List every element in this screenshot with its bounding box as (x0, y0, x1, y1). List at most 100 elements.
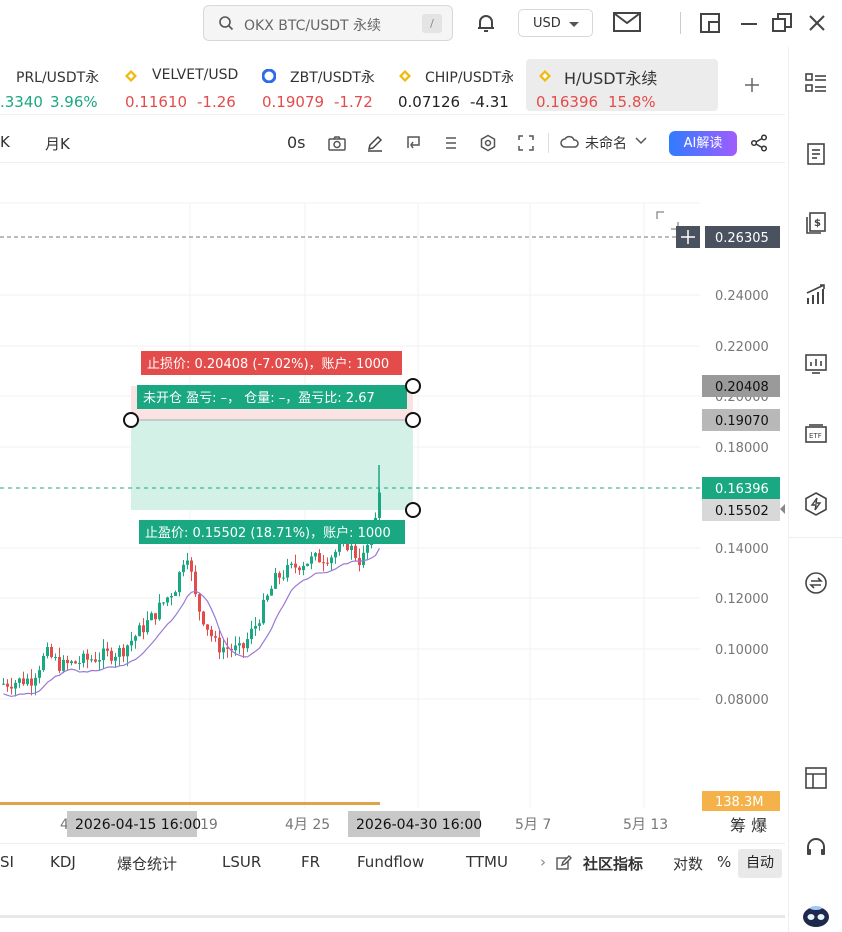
candle-body (178, 572, 181, 593)
robot-icon[interactable] (801, 904, 831, 928)
candle-body (150, 613, 153, 621)
indicator-more-icon[interactable]: › (540, 853, 546, 871)
community-indicators[interactable]: 社区指标 (583, 855, 644, 873)
axis-scroll-arrow-icon[interactable] (780, 503, 785, 515)
ticker-tab-prl[interactable]: PRL/USDT永 .3340 3.96% (0, 59, 120, 111)
interval-month-button[interactable]: 月K (45, 135, 70, 153)
take-price-tag-text: 0.15502 (715, 504, 769, 519)
pencil-icon[interactable] (366, 134, 384, 152)
percent-scale-toggle[interactable]: % (717, 853, 732, 871)
list-icon[interactable] (804, 71, 828, 95)
indicator-lsur[interactable]: LSUR (222, 853, 262, 871)
candle-body (210, 629, 213, 637)
minimize-icon[interactable] (737, 11, 761, 35)
candle-body (198, 594, 201, 612)
interval-button[interactable]: K (0, 133, 10, 151)
ticker-tab-chip[interactable]: CHIP/USDT永 0.07126 -4.31 (395, 59, 525, 111)
hexagon-icon[interactable] (804, 492, 828, 516)
candle-body (82, 653, 85, 663)
fullscreen-icon[interactable] (517, 134, 535, 152)
indicator-ttmu[interactable]: TTMU (466, 853, 508, 871)
candle-body (38, 670, 41, 678)
add-tab-icon[interactable] (742, 75, 762, 95)
chevron-down-icon (569, 22, 579, 27)
candle-body (242, 643, 245, 649)
layout-name-label: 未命名 (585, 136, 627, 152)
crosshair-price-text: 0.26305 (715, 231, 769, 246)
candle-body (138, 625, 141, 637)
price-chart[interactable]: 0.26305 0.24000 0.22000 0.20000 0.18000 … (0, 163, 785, 839)
swap-icon[interactable] (804, 571, 828, 595)
pin-window-icon[interactable] (698, 11, 722, 35)
ticker-tab-h-active[interactable]: H/USDT永续 0.16396 15.8% (526, 59, 718, 111)
stop-price-tag (702, 375, 780, 397)
layout-icon[interactable] (804, 766, 828, 790)
chart-canvas[interactable]: 0.26305 0.24000 0.22000 0.20000 0.18000 … (0, 163, 785, 839)
topbar-divider (680, 12, 681, 34)
dollar-file-icon[interactable]: $ (804, 211, 828, 235)
edit-icon[interactable] (556, 855, 572, 871)
share-icon[interactable] (750, 134, 768, 152)
candle-body (110, 650, 113, 661)
mail-icon[interactable] (613, 11, 641, 33)
ticker-price: 0.19079 (262, 93, 325, 111)
ticker-price: 0.16396 (536, 93, 599, 111)
candle-body (114, 656, 117, 661)
settings-gear-icon[interactable] (479, 134, 497, 152)
currency-select[interactable]: USD (518, 9, 593, 37)
candle-body (78, 662, 81, 664)
candle-body (334, 551, 337, 558)
indicators-list-icon[interactable] (442, 134, 460, 152)
ticker-tab-zbt[interactable]: ZBT/USDT永 0.19079 -1.72 (258, 59, 388, 111)
toolbar-divider (548, 133, 549, 153)
search-icon (219, 16, 234, 31)
headset-icon[interactable] (804, 836, 828, 860)
candle-body (326, 562, 329, 564)
ticker-symbol: PRL/USDT永 (16, 70, 100, 86)
candle-body (218, 637, 221, 653)
bell-icon[interactable] (474, 11, 498, 35)
indicator-liquidation[interactable]: 爆仓统计 (117, 855, 178, 873)
candle-body (230, 648, 233, 651)
x-axis-right-labels[interactable]: 筹 爆 (730, 816, 767, 835)
stop-loss-label-bg (141, 351, 402, 375)
etf-icon[interactable]: ETF (804, 422, 828, 446)
entry-left-handle[interactable] (123, 412, 139, 428)
restore-window-icon[interactable] (770, 11, 794, 35)
ticker-tab-velvet[interactable]: VELVET/USD 0.11610 -1.26 (122, 59, 252, 111)
candle-body (338, 542, 341, 552)
ticker-change: 15.8% (608, 93, 656, 111)
ai-analysis-button[interactable]: AI解读 (669, 131, 737, 156)
x-axis: 4 19 4月 25 5月 7 5月 13 筹 爆 (60, 816, 767, 835)
indicator-fundflow[interactable]: Fundflow (357, 853, 425, 871)
candle-body (126, 645, 129, 657)
indicator-bar: SI KDJ 爆仓统计 LSUR FR Fundflow TTMU › 社区指标… (0, 843, 785, 881)
growth-chart-icon[interactable] (804, 282, 828, 306)
search-box[interactable]: OKX BTC/USDT 永续 / (203, 5, 453, 41)
candle-body (50, 647, 53, 658)
take-price-tag (702, 499, 780, 521)
close-icon[interactable] (805, 11, 829, 35)
replay-icon[interactable] (404, 134, 422, 152)
monitor-chart-icon[interactable] (804, 352, 828, 376)
indicator-fr[interactable]: FR (301, 853, 321, 871)
candle-body (174, 592, 177, 597)
take-profit-handle[interactable] (405, 502, 421, 518)
candle-body (70, 661, 73, 664)
cloud-icon (560, 135, 579, 148)
stop-loss-handle[interactable] (405, 378, 421, 394)
ticker-change: -1.72 (334, 93, 373, 111)
candle-body (130, 640, 133, 646)
camera-icon[interactable] (328, 134, 346, 152)
x-tick: 5月 7 (515, 817, 551, 833)
entry-right-handle[interactable] (405, 412, 421, 428)
candle-body (62, 659, 65, 671)
indicator-si[interactable]: SI (0, 853, 14, 871)
candle-body (266, 595, 269, 600)
log-scale-toggle[interactable]: 对数 (673, 855, 704, 873)
document-icon[interactable] (804, 142, 828, 166)
expand-corner-icon[interactable] (656, 211, 679, 230)
indicator-kdj[interactable]: KDJ (50, 853, 76, 871)
candle-body (258, 623, 261, 626)
auto-scale-toggle[interactable]: 自动 (738, 849, 782, 878)
